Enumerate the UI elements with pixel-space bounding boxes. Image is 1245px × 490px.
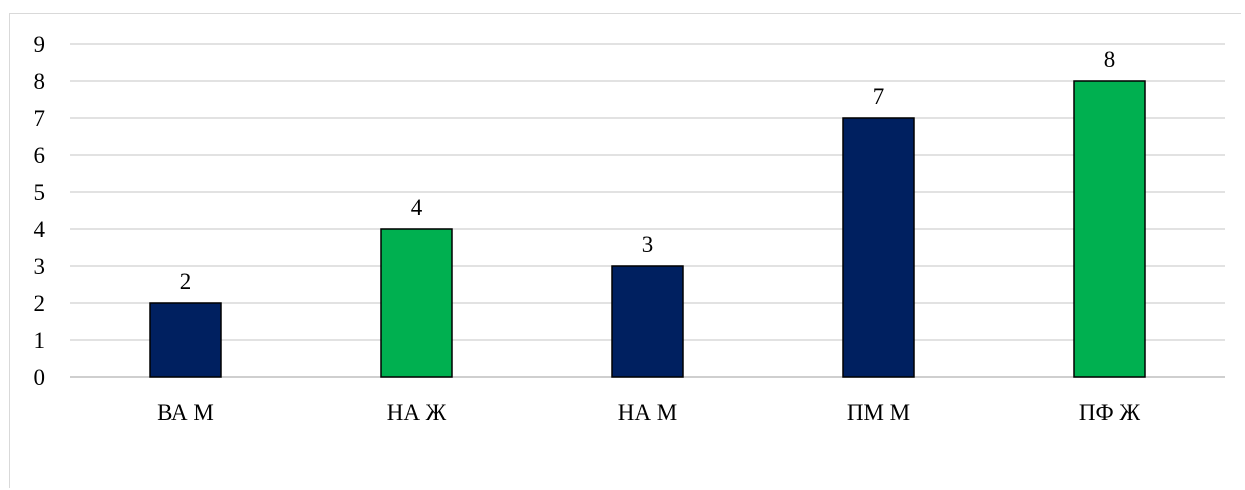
y-tick-label: 5 [34,180,46,205]
data-labels: 2 4 3 7 8 [180,47,1116,294]
bars [149,80,1146,378]
data-label: 8 [1104,47,1116,72]
y-axis-ticks: 0 1 2 3 4 5 6 7 8 9 [34,32,46,390]
category-label: ПМ М [847,400,910,425]
category-label: НА Ж [387,400,447,425]
bar [380,228,453,378]
y-tick-label: 4 [34,217,46,242]
bar [1073,80,1146,378]
data-label: 2 [180,269,192,294]
category-label: НА М [618,400,677,425]
data-label: 7 [873,84,885,109]
y-tick-label: 6 [34,143,46,168]
y-tick-label: 8 [34,69,46,94]
y-tick-label: 2 [34,291,46,316]
category-label: ВА М [157,400,214,425]
data-label: 4 [411,195,423,220]
y-tick-label: 9 [34,32,46,57]
chart-frame [9,13,1241,488]
y-tick-label: 3 [34,254,46,279]
x-axis-categories: ВА М НА Ж НА М ПМ М ПФ Ж [157,400,1140,425]
bar [842,117,915,378]
y-tick-label: 1 [34,328,46,353]
category-label: ПФ Ж [1079,400,1141,425]
bar [611,265,684,378]
y-tick-label: 0 [34,365,46,390]
data-label: 3 [642,232,654,257]
y-tick-label: 7 [34,106,46,131]
bar [149,302,222,378]
